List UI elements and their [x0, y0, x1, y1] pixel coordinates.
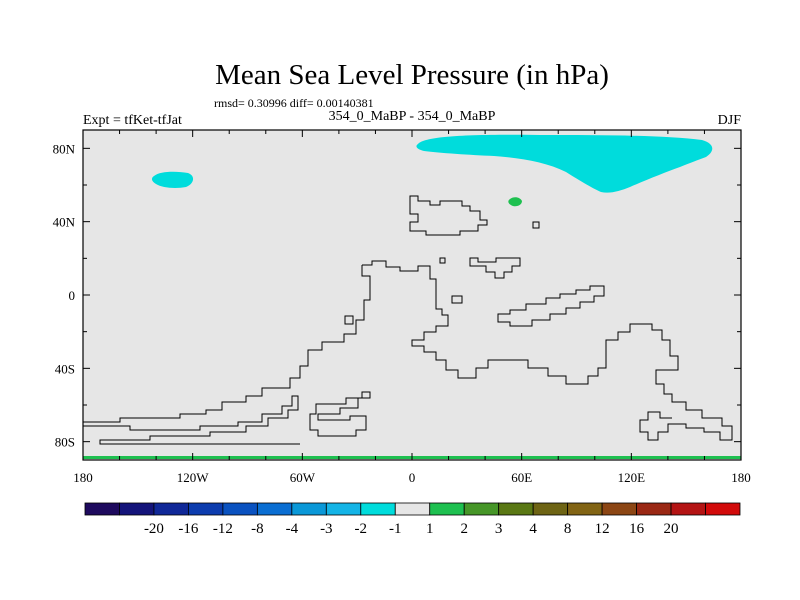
- map-plot: [82, 129, 742, 461]
- colorbar-swatch-7: [325, 502, 362, 516]
- colorbar-swatch-4: [222, 502, 258, 516]
- colorbar-swatch-12: [498, 502, 534, 516]
- colorbar-swatch-17: [670, 502, 706, 516]
- coastline-south-america: [83, 265, 371, 423]
- coastline-island-c: [451, 295, 463, 304]
- coastline-south-shelf: [309, 391, 371, 437]
- anomaly-region-arctic: [416, 134, 713, 193]
- coastline-island-d: [344, 315, 354, 325]
- colorbar-label-4: -4: [286, 521, 299, 537]
- colorbar-label-9: 2: [460, 521, 468, 537]
- stats-label: rmsd= 0.30996 diff= 0.00140381: [214, 96, 374, 110]
- colorbar: -20 -16 -12 -8 -4 -3 -2 -1 1 2 3 4 8 12 16 20: [84, 502, 741, 537]
- anomaly-regions: [151, 134, 713, 207]
- colorbar-swatch-13: [532, 502, 569, 516]
- coastlines: [83, 195, 733, 445]
- chart-title: Mean Sea Level Pressure (in hPa): [215, 59, 609, 91]
- y-axis: 80N 40N 0 40S 80S: [53, 141, 741, 450]
- x-tick-label-1: 120W: [177, 470, 210, 485]
- x-tick-label-3: 0: [409, 470, 416, 485]
- colorbar-swatch-11: [463, 502, 500, 516]
- colorbar-label-2: -12: [213, 521, 233, 537]
- x-tick-label-6: 180: [731, 470, 751, 485]
- x-axis: 180 120W 60W 0 60E 120E 180: [73, 130, 751, 485]
- coastline-antarctic-peninsula: [83, 395, 300, 445]
- coastline-southeast-asia: [497, 285, 605, 327]
- y-tick-label-4: 80S: [55, 435, 75, 450]
- y-tick-label-2: 0: [69, 288, 76, 303]
- colorbar-label-15: 20: [664, 521, 679, 537]
- y-tick-label-0: 80N: [53, 141, 76, 156]
- colorbar-swatch-0: [84, 502, 120, 516]
- colorbar-swatch-6: [291, 502, 327, 516]
- colorbar-swatch-1: [119, 502, 155, 516]
- colorbar-swatch-8: [360, 502, 396, 516]
- anomaly-region-north-pacific: [151, 171, 194, 188]
- colorbar-swatch-2: [153, 502, 189, 516]
- coastline-europe: [409, 195, 488, 236]
- subtitle: 354_0_MaBP - 354_0_MaBP: [329, 109, 496, 124]
- x-tick-label-4: 60E: [511, 470, 532, 485]
- colorbar-label-14: 16: [629, 521, 645, 537]
- x-tick-label-2: 60W: [290, 470, 316, 485]
- colorbar-label-11: 4: [529, 521, 537, 537]
- colorbar-swatch-3: [188, 502, 224, 516]
- colorbar-label-1: -16: [178, 521, 198, 537]
- colorbar-label-0: -20: [144, 521, 164, 537]
- y-tick-label-1: 40N: [53, 215, 76, 230]
- colorbar-swatch-15: [601, 502, 637, 516]
- y-tick-label-3: 40S: [55, 361, 75, 376]
- colorbar-swatch-18: [705, 502, 741, 516]
- x-tick-label-0: 180: [73, 470, 93, 485]
- colorbar-label-10: 3: [495, 521, 503, 537]
- colorbar-label-6: -2: [355, 521, 368, 537]
- colorbar-swatch-9: [394, 502, 431, 516]
- colorbar-label-8: 1: [426, 521, 434, 537]
- coastline-island-b: [439, 257, 446, 264]
- coastline-island-a: [532, 221, 540, 229]
- colorbar-swatch-5: [256, 502, 293, 516]
- colorbar-label-3: -8: [251, 521, 264, 537]
- x-tick-label-5: 120E: [618, 470, 646, 485]
- coastline-arabia: [469, 257, 521, 279]
- experiment-label: Expt = tfKet-tfJat: [83, 113, 182, 128]
- colorbar-label-5: -3: [320, 521, 333, 537]
- anomaly-region-central-asia: [508, 197, 522, 207]
- colorbar-label-7: -1: [389, 521, 402, 537]
- colorbar-swatch-16: [636, 502, 672, 516]
- coastline-africa: [362, 260, 733, 441]
- colorbar-swatch-14: [567, 502, 603, 516]
- colorbar-label-13: 12: [595, 521, 610, 537]
- season-label: DJF: [718, 113, 742, 128]
- colorbar-swatch-10: [429, 502, 465, 516]
- colorbar-label-12: 8: [564, 521, 572, 537]
